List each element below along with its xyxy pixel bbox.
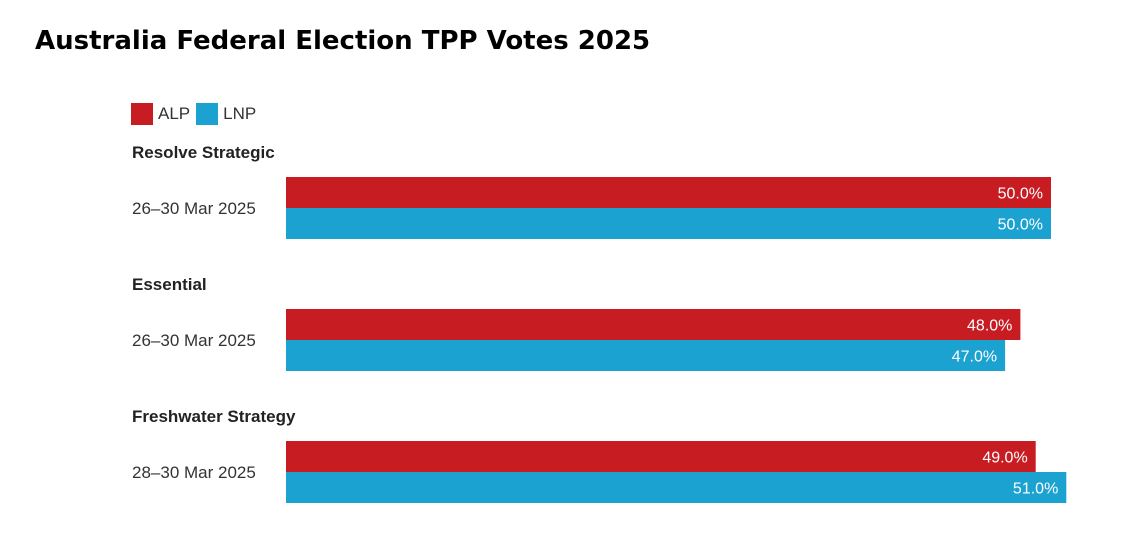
data-label-lnp: 51.0% [1013, 481, 1058, 498]
legend-swatch-lnp [196, 103, 219, 125]
legend-item-lnp: LNP [196, 103, 256, 125]
bar-alp [286, 177, 1051, 208]
bar-alp [286, 309, 1021, 340]
data-label-lnp: 50.0% [998, 217, 1043, 234]
legend-label-lnp: LNP [223, 104, 257, 123]
pollster-label: Essential [132, 275, 207, 294]
pollster-label: Resolve Strategic [132, 143, 275, 162]
legend-swatch-alp [131, 103, 153, 125]
data-label-alp: 49.0% [982, 450, 1027, 467]
data-label-alp: 48.0% [967, 318, 1012, 335]
legend-item-alp: ALP [131, 103, 190, 125]
legend: ALP LNP [131, 103, 262, 125]
date-label: 26–30 Mar 2025 [132, 331, 256, 350]
bar-alp [286, 441, 1036, 472]
data-label-lnp: 47.0% [952, 349, 997, 366]
legend-label-alp: ALP [158, 104, 191, 123]
bar-lnp [286, 208, 1051, 239]
bar-lnp [286, 340, 1006, 371]
date-label: 28–30 Mar 2025 [132, 463, 256, 482]
pollster-label: Freshwater Strategy [132, 407, 296, 426]
data-label-alp: 50.0% [998, 186, 1043, 203]
chart-title: Australia Federal Election TPP Votes 202… [35, 26, 651, 56]
bar-lnp [286, 472, 1067, 503]
date-label: 26–30 Mar 2025 [132, 199, 256, 218]
